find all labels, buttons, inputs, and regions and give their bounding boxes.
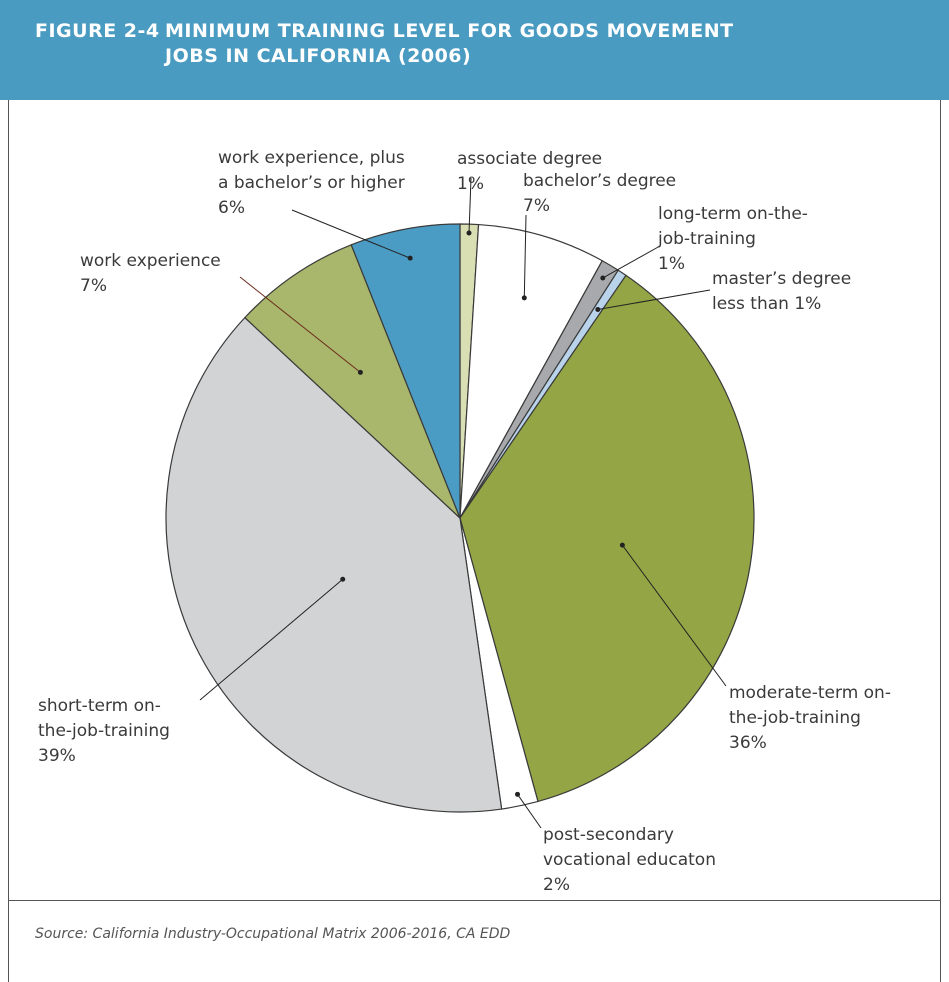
leader-line: [621, 544, 727, 687]
leader-line: [239, 276, 361, 373]
value-label: less than 1%: [712, 294, 821, 314]
slice-label: moderate-term on-the-job-training: [729, 683, 891, 728]
slice: [459, 274, 755, 803]
leader-dot: [595, 307, 601, 313]
slice: [244, 244, 461, 519]
leader-dot: [357, 369, 363, 375]
leader-dot: [619, 542, 625, 548]
figure-label: FIGURE 2-4: [35, 20, 160, 42]
leader-dot: [340, 576, 346, 582]
leader-line: [468, 177, 472, 233]
leader-line: [199, 578, 344, 701]
value-label: 6%: [218, 198, 245, 218]
value-label: 7%: [80, 276, 107, 296]
leader-dot: [407, 255, 413, 261]
leader-dot: [515, 791, 521, 797]
slice-label: master’s degree: [712, 269, 851, 289]
slice-label: bachelor’s degree: [523, 171, 676, 191]
value-label: 1%: [457, 174, 484, 194]
value-label: 7%: [523, 196, 550, 216]
value-label: 36%: [729, 733, 767, 753]
value-label: 1%: [658, 254, 685, 274]
slice-label: short-term on-the-job-training: [38, 696, 170, 741]
slice-label: work experience: [80, 251, 221, 271]
leader-line: [602, 245, 661, 279]
pie: [165, 223, 755, 813]
slice: [459, 223, 604, 519]
slice-label: work experience, plus a bachelor’s or hig…: [218, 148, 405, 193]
source: Source: California Industry-Occupational…: [35, 926, 511, 942]
value-label: 39%: [38, 746, 76, 766]
leader-line: [523, 214, 527, 298]
slice-label: long-term on-the-job-training: [657, 204, 808, 249]
chart-title: MINIMUM TRAINING LEVEL FOR GOODS MOVEMEN…: [163, 20, 734, 67]
leader-dot: [600, 275, 606, 281]
leader-line: [291, 209, 411, 259]
slice: [350, 223, 461, 519]
leader-dot: [466, 230, 472, 236]
leader-line: [517, 794, 542, 829]
leader-dot: [521, 295, 527, 301]
slice-label: associate degree: [457, 149, 602, 169]
slice-label: post-secondary vocational educaton: [543, 825, 716, 870]
value-label: 2%: [543, 875, 570, 895]
labels: associate degree 1% bachelor’s degree 7% lon…: [38, 148, 891, 895]
slice: [165, 316, 503, 813]
leader-line: [597, 289, 711, 311]
header-band: [0, 0, 949, 100]
